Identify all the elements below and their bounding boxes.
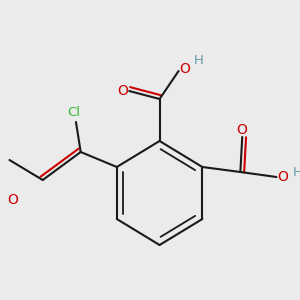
Text: O: O <box>7 193 18 207</box>
Text: O: O <box>236 123 247 137</box>
Text: O: O <box>179 62 190 76</box>
Text: O: O <box>278 170 289 184</box>
Text: H: H <box>292 166 300 178</box>
Text: H: H <box>194 55 203 68</box>
Text: O: O <box>117 84 128 98</box>
Text: Cl: Cl <box>68 106 81 118</box>
